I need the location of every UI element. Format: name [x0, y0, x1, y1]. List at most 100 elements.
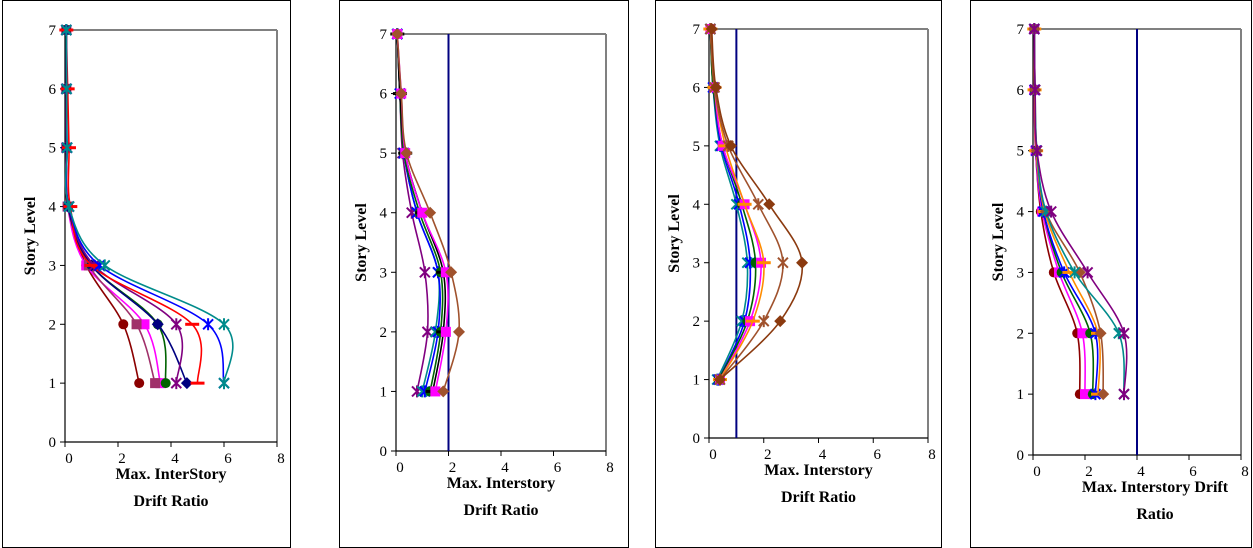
- data-point: [60, 82, 73, 95]
- x-axis-label: Max. InterStory: [115, 466, 226, 483]
- data-point: [752, 198, 764, 211]
- data-point: [160, 378, 171, 389]
- y-tick-label: 2: [380, 325, 388, 341]
- x-tick-label: 6: [874, 447, 882, 463]
- data-point: [796, 256, 809, 269]
- data-point: [440, 326, 451, 337]
- x-tick-label: 6: [554, 460, 562, 476]
- data-point: [1029, 83, 1041, 96]
- data-point: [395, 87, 408, 100]
- y-axis-label: Story Level: [990, 202, 1007, 281]
- y-tick-label: 7: [380, 27, 388, 43]
- y-tick-label: 1: [693, 373, 701, 389]
- x-tick-label: 0: [709, 447, 717, 463]
- data-point: [218, 318, 230, 331]
- x-tick-label: 0: [65, 451, 73, 467]
- chart-svg-4: 0 1 2 3 4 5 6 7 0 2 4 6 8 Story Level Max. Interstory …: [990, 22, 1249, 523]
- y-tick-label: 6: [380, 87, 388, 103]
- chart-panel-3: 0 1 2 3 4 5 6 7 0 2 4 6 8 Story Level Max. Interstory D…: [655, 0, 942, 548]
- y-tick-label: 5: [1017, 144, 1025, 160]
- series-4: [61, 25, 171, 389]
- data-point: [170, 377, 183, 390]
- data-point: [218, 377, 230, 390]
- x-tick-label: 6: [1189, 464, 1197, 480]
- y-tick-label: 6: [1017, 83, 1025, 99]
- y-tick-label: 4: [1017, 205, 1025, 221]
- chart-svg-1: 0 1 2 3 4 5 6 7 0 2 4 6 8 Story Level Max. InterStory D…: [22, 23, 285, 510]
- data-point: [453, 325, 465, 338]
- data-point: [1045, 205, 1057, 218]
- data-point: [1068, 266, 1081, 279]
- series-7: [59, 28, 205, 385]
- x-axis-label: Max. Interstory: [447, 475, 555, 492]
- y-tick-label: 2: [693, 314, 701, 330]
- y-tick-label: 3: [380, 265, 388, 281]
- data-point: [202, 318, 214, 331]
- y-tick-label: 6: [49, 82, 57, 98]
- x-tick-label: 2: [449, 460, 457, 476]
- chart-panel-2: 0 1 2 3 4 5 6 7 0 2 4 6 8 Story Level Max. Interstory D…: [339, 0, 629, 548]
- x-tick-label: 4: [501, 460, 509, 476]
- series-line: [65, 29, 184, 384]
- x-tick-label: 0: [396, 460, 404, 476]
- data-point: [774, 315, 787, 328]
- y-tick-label: 4: [693, 197, 701, 213]
- y-tick-label: 3: [693, 256, 701, 272]
- series-7: [391, 28, 465, 398]
- x-axis-label: Drift Ratio: [133, 493, 208, 510]
- data-point: [150, 378, 161, 389]
- chart-panel-4: 0 1 2 3 4 5 6 7 0 2 4 6 8 Story Level Max. Interstory …: [970, 0, 1252, 548]
- x-tick-label: 2: [764, 447, 772, 463]
- x-axis-label: Max. Interstory Drift: [1082, 479, 1229, 496]
- data-point: [1031, 144, 1043, 157]
- data-point: [99, 259, 111, 272]
- y-tick-label: 7: [693, 22, 701, 38]
- data-point: [724, 139, 737, 152]
- x-tick-label: 2: [1085, 464, 1093, 480]
- data-point: [391, 28, 404, 40]
- series-8: [1028, 23, 1130, 401]
- series-7: [705, 23, 809, 386]
- data-point: [419, 266, 431, 279]
- y-tick-label: 4: [380, 206, 388, 222]
- data-point: [763, 198, 776, 211]
- chart-svg-3: 0 1 2 3 4 5 6 7 0 2 4 6 8 Story Level Max. Interstory D…: [666, 22, 936, 506]
- y-tick-label: 5: [693, 139, 701, 155]
- data-point: [1080, 389, 1090, 400]
- y-tick-label: 1: [49, 376, 57, 392]
- x-axis-label: Ratio: [1136, 506, 1173, 523]
- data-point: [1118, 388, 1130, 401]
- y-tick-label: 3: [49, 258, 57, 274]
- y-axis-label: Story Level: [22, 196, 39, 275]
- x-tick-label: 8: [277, 451, 285, 467]
- chart-svg-2: 0 1 2 3 4 5 6 7 0 2 4 6 8 Story Level Max. Interstory D…: [353, 27, 614, 519]
- y-tick-label: 0: [49, 435, 57, 451]
- data-point: [437, 385, 450, 398]
- data-point: [131, 319, 142, 330]
- y-tick-label: 2: [1017, 326, 1025, 342]
- data-point: [61, 141, 73, 154]
- data-point: [777, 256, 789, 269]
- data-point: [60, 24, 73, 36]
- data-point: [417, 207, 428, 218]
- x-tick-label: 8: [1241, 464, 1249, 480]
- series-line: [64, 30, 156, 384]
- data-point: [118, 319, 129, 330]
- data-point: [709, 81, 722, 94]
- y-tick-label: 1: [1017, 387, 1025, 403]
- series-line: [65, 30, 162, 384]
- x-tick-label: 2: [118, 451, 126, 467]
- y-tick-label: 0: [380, 444, 388, 460]
- y-tick-label: 1: [380, 384, 388, 400]
- x-tick-label: 8: [928, 447, 936, 463]
- data-point: [151, 318, 164, 331]
- data-point: [1028, 23, 1041, 35]
- data-point: [424, 206, 437, 219]
- y-tick-label: 0: [693, 431, 701, 447]
- y-tick-label: 3: [1017, 265, 1025, 281]
- y-tick-label: 7: [49, 23, 57, 39]
- data-point: [758, 315, 770, 328]
- data-point: [1097, 388, 1110, 401]
- data-point: [400, 147, 413, 160]
- data-point: [63, 200, 75, 213]
